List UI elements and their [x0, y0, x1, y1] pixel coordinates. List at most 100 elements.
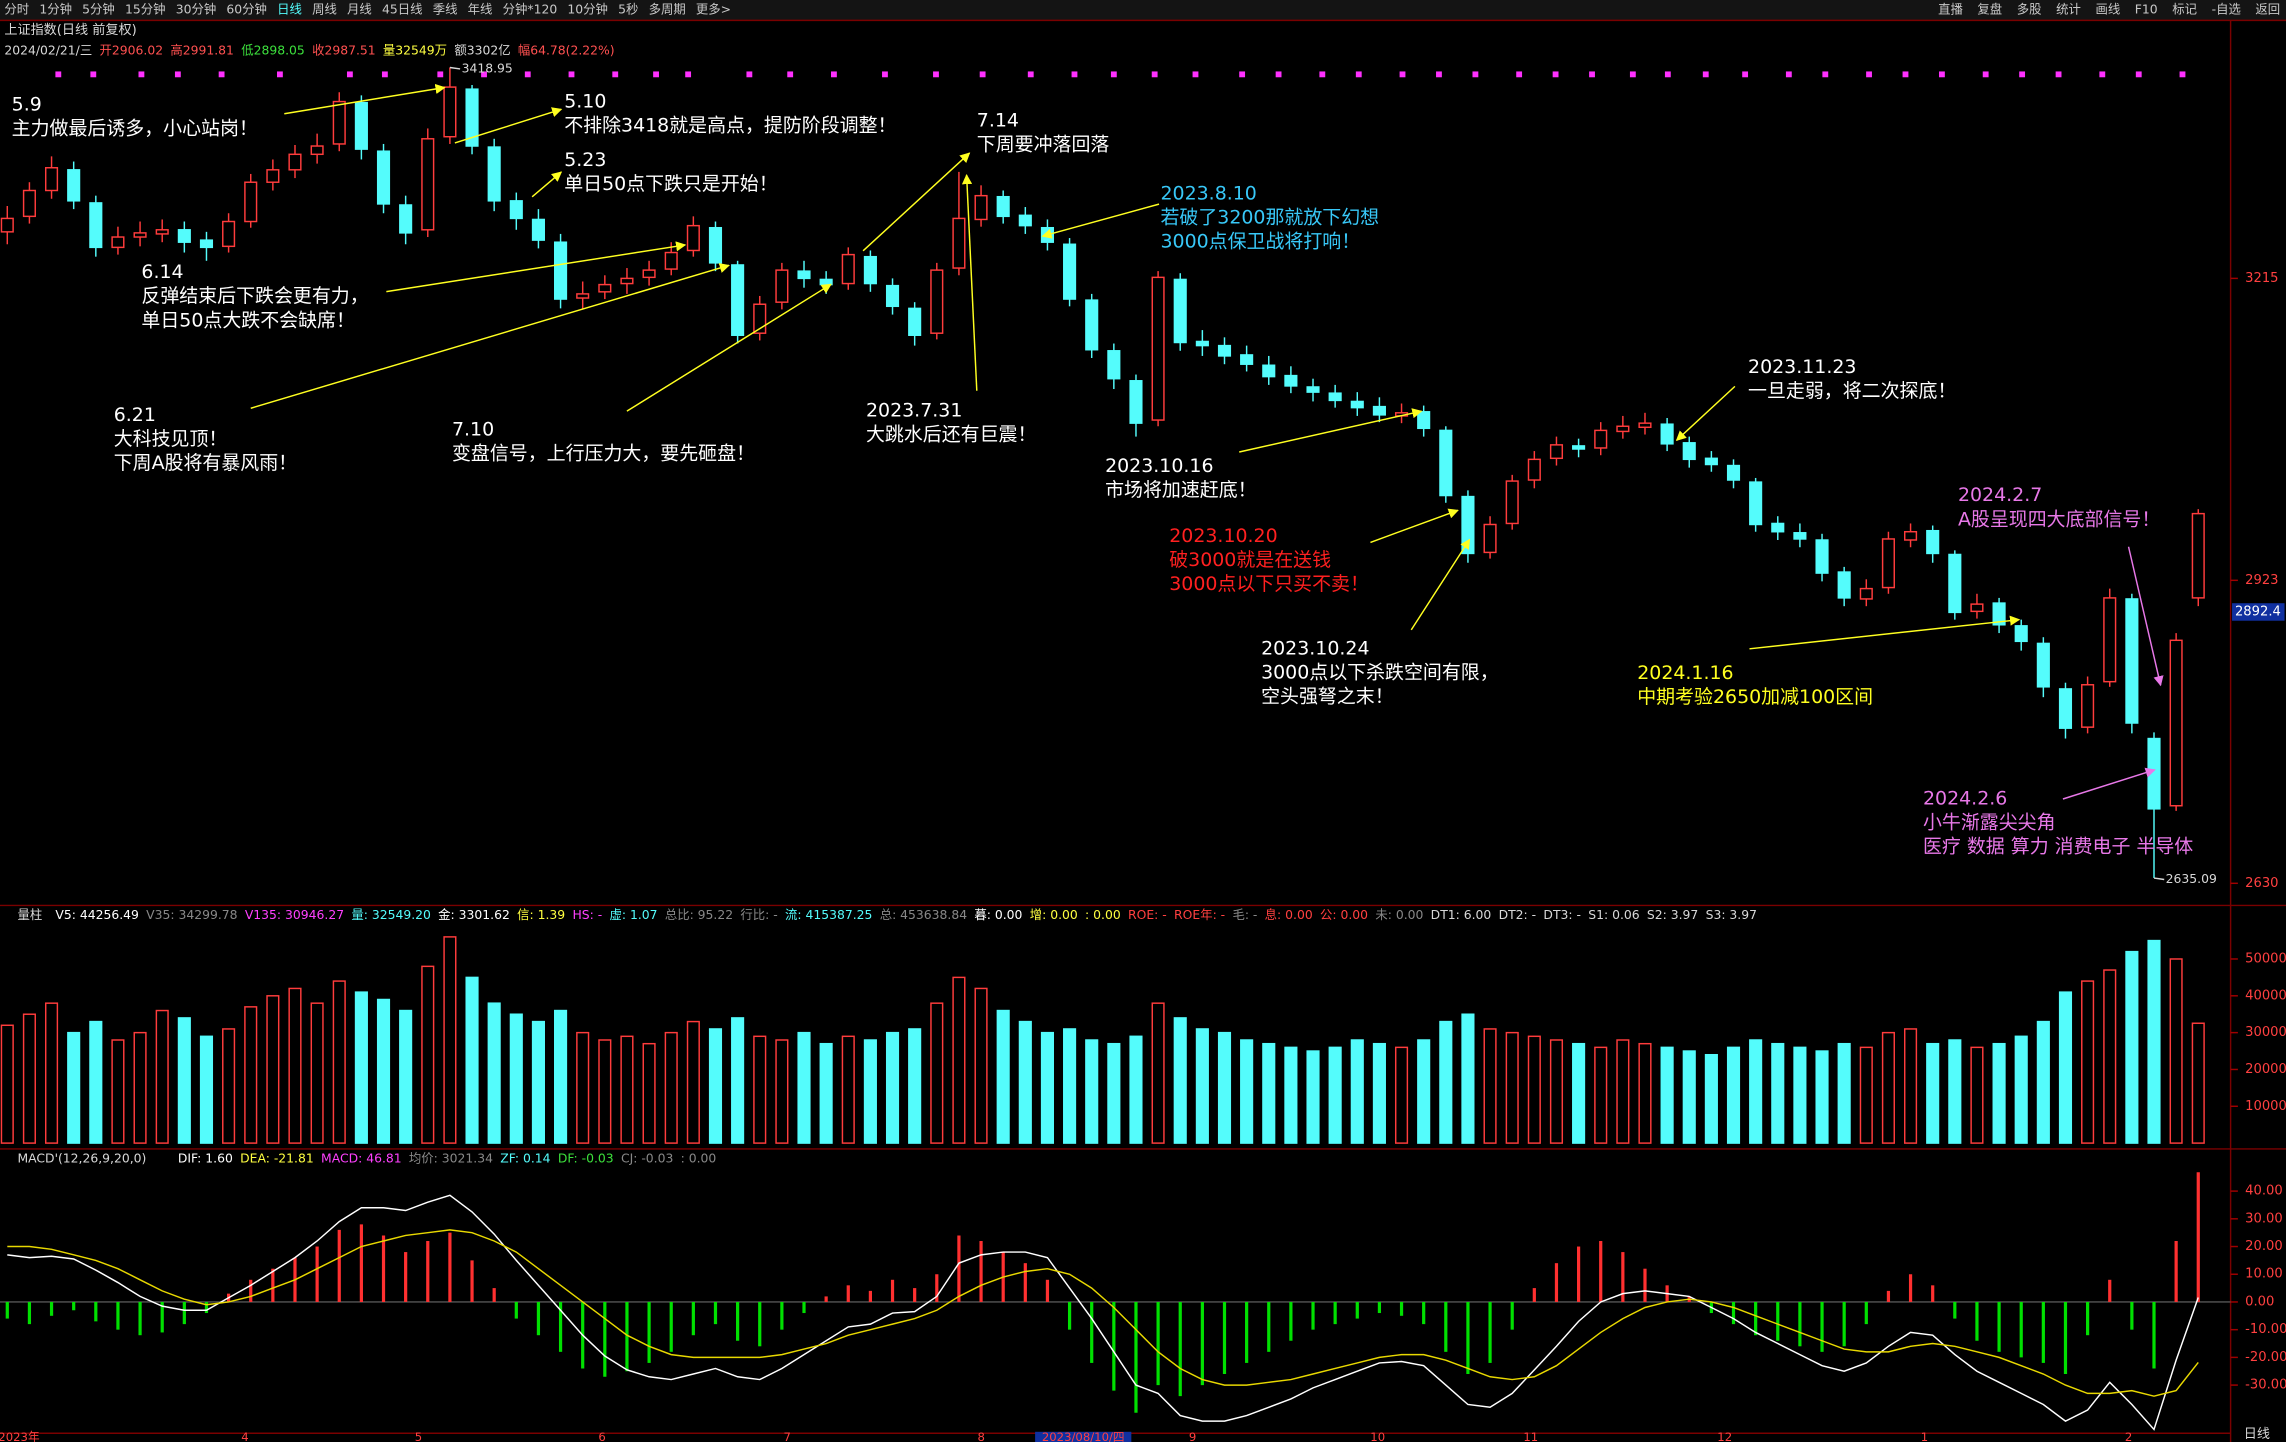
period-tab[interactable]: 日线 [277, 2, 302, 17]
volume-bar [1372, 1042, 1386, 1144]
candle-body [753, 303, 767, 334]
period-tab[interactable]: 5分钟 [82, 2, 115, 17]
volume-bar [664, 1031, 678, 1144]
volume-bar [974, 987, 988, 1144]
annotation-arrow [531, 171, 563, 198]
volume-bar [930, 1002, 944, 1144]
panel-stat: ROE年: - [1174, 907, 1225, 922]
signal-dot [524, 71, 531, 78]
candle-body [487, 146, 501, 202]
candle-body [1129, 380, 1143, 424]
period-tab[interactable]: 1分钟 [39, 2, 72, 17]
period-tab[interactable]: 分时 [4, 2, 29, 17]
tool-button[interactable]: 标记 [2172, 2, 2197, 17]
volume-bar [155, 1009, 169, 1144]
signal-dot [746, 71, 753, 78]
tool-button[interactable]: 复盘 [1977, 2, 2002, 17]
period-tab[interactable]: 60分钟 [226, 2, 266, 17]
candle-body [1217, 344, 1232, 357]
period-tab[interactable]: 5秒 [618, 2, 638, 17]
volume-bar [1660, 1046, 1674, 1144]
panel-stat: 息: 0.00 [1265, 907, 1313, 922]
candle-body [2147, 737, 2161, 810]
candle-body [1903, 530, 1918, 541]
volume-bar [266, 995, 280, 1144]
panel-stat: V5: 44256.49 [55, 907, 138, 922]
candle-body [1549, 444, 1564, 460]
x-tick-label: 1 [1921, 1430, 1928, 1442]
y-tick-label: 30.00 [2245, 1211, 2283, 1226]
candle-body [708, 226, 723, 264]
volume-bar [731, 1017, 745, 1144]
signal-dot [933, 71, 939, 78]
candle-body [797, 270, 811, 280]
candle-body [952, 217, 966, 269]
period-tab[interactable]: 多周期 [649, 2, 686, 17]
period-tab[interactable]: 30分钟 [176, 2, 216, 17]
y-tick-label: 10.00 [2245, 1267, 2283, 1282]
candle-body [222, 220, 236, 248]
annotation: 5.23 [564, 149, 606, 171]
candle-body [819, 278, 833, 286]
candle-body [1063, 243, 1077, 300]
volume-bar [1461, 1013, 1475, 1144]
tool-button[interactable]: -自选 [2212, 2, 2241, 17]
annotation: 2023.7.31 [866, 400, 962, 422]
candle-body [1726, 464, 1741, 481]
volume-bar [2103, 969, 2117, 1144]
annotation-arrow [2062, 767, 2156, 800]
candle-body [598, 283, 612, 293]
candle-body [1749, 481, 1763, 526]
period-tab[interactable]: 15分钟 [125, 2, 165, 17]
signal-dot [1552, 71, 1559, 78]
period-tab[interactable]: 分钟*120 [503, 2, 558, 17]
panel-stat: ROE: - [1128, 907, 1167, 922]
period-tab[interactable]: 10分钟 [567, 2, 607, 17]
volume-bar [1417, 1039, 1431, 1144]
signal-dot [1939, 71, 1945, 78]
low-pointer [2153, 877, 2165, 881]
panel-stat: 虚: 1.07 [609, 907, 657, 922]
tool-button[interactable]: 多股 [2017, 2, 2042, 17]
candle-body [376, 150, 391, 205]
candle-body [1173, 278, 1187, 344]
volume-bar [708, 1028, 723, 1144]
tool-button[interactable]: 画线 [2095, 2, 2120, 17]
candle-body [1107, 350, 1121, 380]
annotation-arrow [961, 173, 978, 391]
tool-button[interactable]: 返回 [2255, 2, 2280, 17]
volume-bar [1063, 1028, 1077, 1144]
y-tick-label: -20.00 [2245, 1350, 2286, 1365]
period-tab[interactable]: 年线 [468, 2, 493, 17]
candle-body [731, 264, 745, 336]
tool-button[interactable]: 统计 [2056, 2, 2081, 17]
volume-bar [2169, 958, 2183, 1144]
macd-line [7, 1194, 2199, 1431]
y-tick-label: 40.00 [2245, 1184, 2283, 1199]
period-tab[interactable]: 月线 [347, 2, 372, 17]
signal-dot [2179, 71, 2186, 78]
volume-bar [199, 1035, 214, 1144]
tool-button[interactable]: 直播 [1938, 2, 1963, 17]
candle-body [22, 189, 36, 218]
candle-body [1837, 571, 1851, 599]
tool-button[interactable]: F10 [2135, 2, 2158, 17]
annotation: 小牛渐露尖尖角 [1923, 812, 2056, 834]
x-tick-label: 7 [784, 1430, 791, 1442]
annotation: 7.10 [452, 419, 494, 441]
candle-body [841, 253, 855, 285]
period-tab[interactable]: 更多> [696, 2, 731, 17]
candle-body [2036, 642, 2050, 688]
volume-bar [1793, 1046, 1807, 1144]
candle-body [2103, 597, 2117, 683]
period-tab[interactable]: 周线 [312, 2, 337, 17]
period-tab[interactable]: 45日线 [382, 2, 422, 17]
signal-dot [612, 71, 619, 78]
panel-stat: 量: 32549.20 [351, 907, 431, 922]
period-tab[interactable]: 季线 [433, 2, 458, 17]
low-label: 2635.09 [2166, 871, 2217, 886]
signal-dot [1027, 71, 1034, 78]
volume-bar [841, 1035, 855, 1144]
volume-bar [1881, 1031, 1895, 1144]
